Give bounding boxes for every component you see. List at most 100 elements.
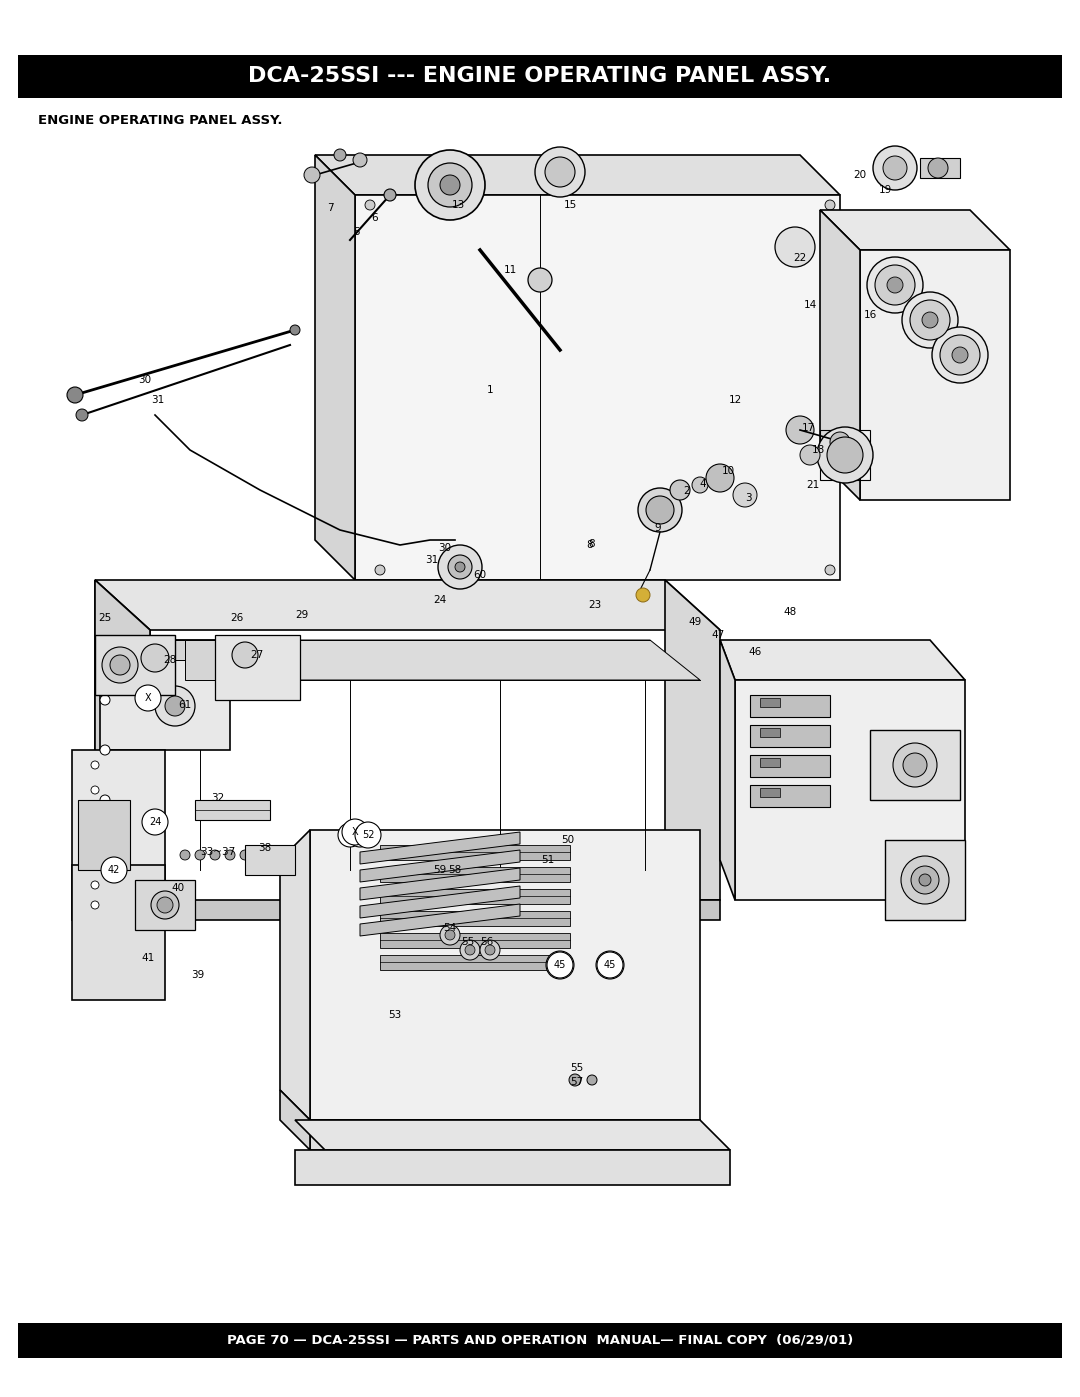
Circle shape [338,823,362,847]
Circle shape [110,655,130,675]
Circle shape [438,545,482,590]
Polygon shape [820,210,1010,250]
Text: 21: 21 [807,481,820,490]
Circle shape [428,163,472,207]
Polygon shape [110,640,700,680]
Circle shape [348,823,372,847]
Text: 31: 31 [426,555,438,564]
Polygon shape [72,865,165,1000]
Text: 1: 1 [487,386,494,395]
Circle shape [636,588,650,602]
Circle shape [932,327,988,383]
Text: 29: 29 [295,610,309,620]
Text: 17: 17 [801,423,814,433]
Circle shape [733,483,757,507]
Circle shape [91,806,99,814]
Text: 13: 13 [451,200,464,210]
Circle shape [485,944,495,956]
Circle shape [91,831,99,840]
Text: 3: 3 [745,493,752,503]
Circle shape [887,277,903,293]
Text: 10: 10 [721,467,734,476]
Circle shape [448,555,472,578]
Polygon shape [295,1120,730,1150]
Text: 22: 22 [794,253,807,263]
Circle shape [180,849,190,861]
Circle shape [91,761,99,768]
Text: X: X [356,830,364,840]
Polygon shape [360,886,519,918]
Text: 40: 40 [172,883,185,893]
Text: 23: 23 [589,599,602,610]
Text: 58: 58 [448,865,461,875]
Polygon shape [360,833,519,863]
Circle shape [232,643,258,668]
Text: DCA-25SSI --- ENGINE OPERATING PANEL ASSY.: DCA-25SSI --- ENGINE OPERATING PANEL ASS… [248,66,832,87]
Polygon shape [750,785,831,807]
Text: 45: 45 [604,960,617,970]
Circle shape [415,149,485,219]
Circle shape [334,149,346,161]
Polygon shape [72,750,165,921]
Text: 55: 55 [461,937,474,947]
Polygon shape [95,636,175,694]
Circle shape [893,743,937,787]
Text: 51: 51 [541,855,555,865]
Circle shape [910,300,950,339]
Circle shape [546,951,573,978]
Circle shape [440,925,460,944]
Text: 4: 4 [700,479,706,489]
Text: 52: 52 [362,830,375,840]
Circle shape [831,432,850,453]
Text: 55: 55 [570,1063,583,1073]
Polygon shape [295,1150,730,1185]
Circle shape [225,849,235,861]
Circle shape [355,821,381,848]
Polygon shape [760,759,780,767]
Circle shape [136,686,160,710]
Circle shape [342,819,368,845]
Polygon shape [280,1090,310,1150]
Circle shape [465,944,475,956]
Polygon shape [760,728,780,738]
Bar [18,1323,1062,1358]
Circle shape [883,156,907,180]
Circle shape [141,809,168,835]
Text: 24: 24 [149,817,161,827]
Text: 2: 2 [684,486,690,496]
Circle shape [546,951,573,979]
Polygon shape [95,580,150,900]
Circle shape [100,645,110,655]
Text: 5: 5 [353,226,361,237]
Circle shape [528,268,552,292]
Text: 30: 30 [138,374,151,386]
Circle shape [76,409,87,420]
Circle shape [303,168,320,183]
Circle shape [800,446,820,465]
Text: 16: 16 [863,310,877,320]
Circle shape [102,856,127,883]
Polygon shape [78,800,130,870]
Text: 26: 26 [230,613,244,623]
Polygon shape [920,158,960,177]
Circle shape [135,685,161,711]
Text: 20: 20 [853,170,866,180]
Text: 14: 14 [804,300,816,310]
Text: 25: 25 [98,613,111,623]
Polygon shape [185,640,230,680]
Circle shape [240,849,249,861]
Text: 31: 31 [151,395,164,405]
Text: PAGE 70 — DCA-25SSI — PARTS AND OPERATION  MANUAL— FINAL COPY  (06/29/01): PAGE 70 — DCA-25SSI — PARTS AND OPERATIO… [227,1334,853,1347]
Text: 12: 12 [728,395,742,405]
Polygon shape [105,640,185,659]
Text: 59: 59 [433,865,447,875]
Polygon shape [885,840,966,921]
Circle shape [873,147,917,190]
Text: 28: 28 [163,655,177,665]
Circle shape [569,1074,581,1085]
Circle shape [100,745,110,754]
Polygon shape [750,694,831,717]
Polygon shape [860,250,1010,500]
Polygon shape [760,788,780,798]
Circle shape [165,696,185,717]
